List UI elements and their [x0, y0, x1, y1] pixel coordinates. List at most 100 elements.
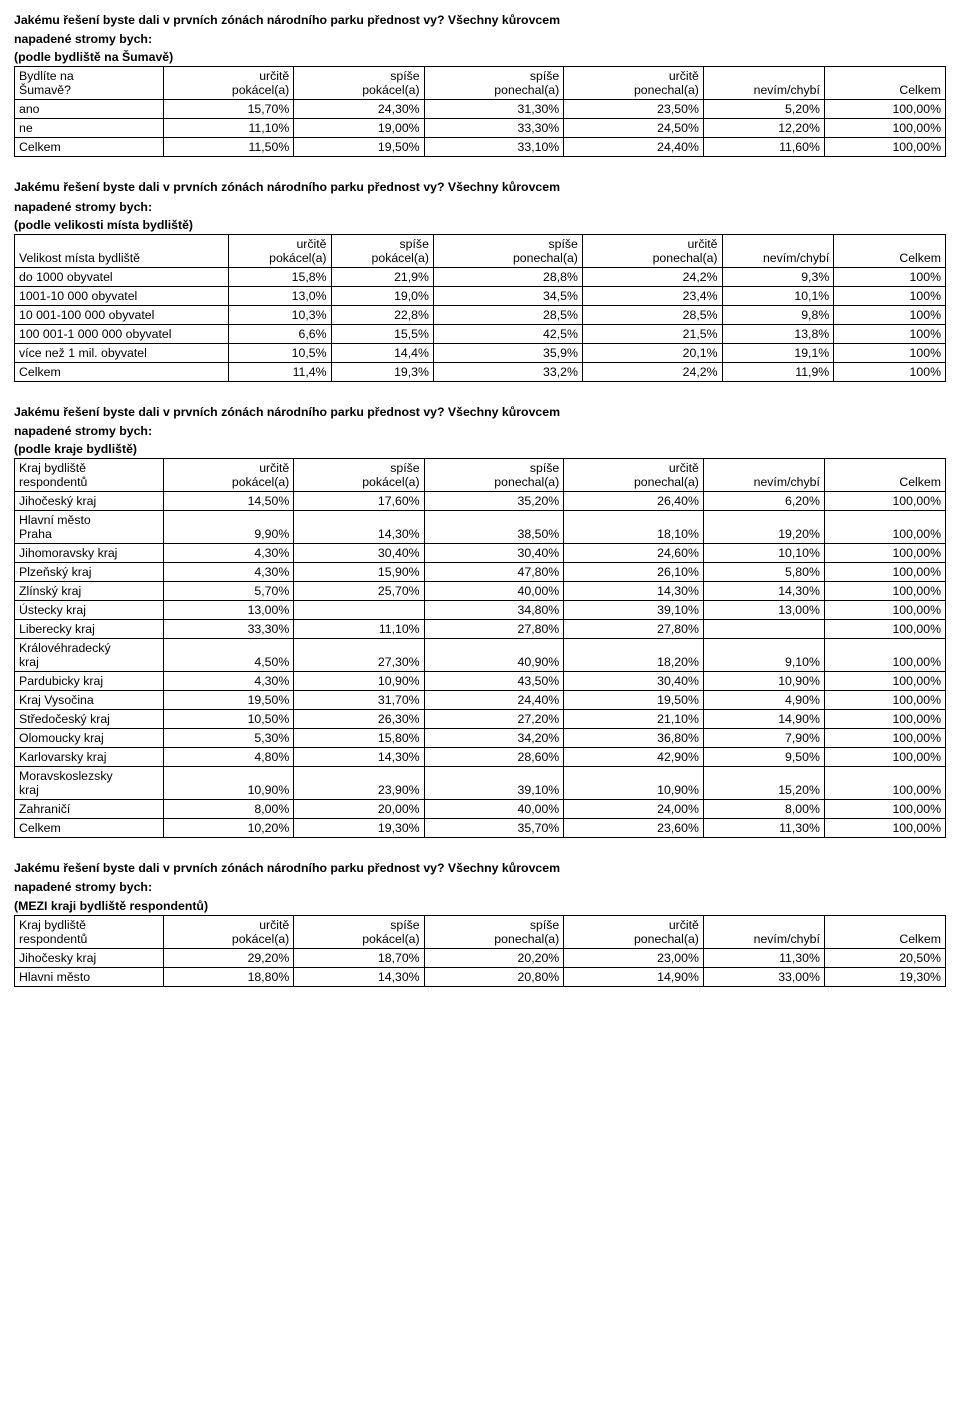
col-head: spíšepokácel(a)	[294, 459, 424, 492]
cell: 100%	[834, 286, 946, 305]
col-head: určitěpokácel(a)	[163, 915, 293, 948]
cell: 19,30%	[824, 967, 945, 986]
cell: 35,9%	[433, 343, 582, 362]
cell: 28,8%	[433, 267, 582, 286]
table-row: Celkem10,20%19,30%35,70%23,60%11,30%100,…	[15, 819, 946, 838]
row-label: Hlavní městoPraha	[15, 511, 164, 544]
cell: 19,50%	[564, 691, 704, 710]
cell: 11,30%	[703, 948, 824, 967]
table-row: Celkem11,4%19,3%33,2%24,2%11,9%100%	[15, 362, 946, 381]
cell: 13,00%	[163, 601, 293, 620]
table-velikost: Velikost místa bydliště určitěpokácel(a)…	[14, 234, 946, 382]
cell: 4,80%	[163, 748, 293, 767]
cell: 29,20%	[163, 948, 293, 967]
cell: 21,10%	[564, 710, 704, 729]
cell: 10,5%	[229, 343, 331, 362]
row-label: Jihočesky kraj	[15, 948, 164, 967]
cell: 36,80%	[564, 729, 704, 748]
cell: 33,00%	[703, 967, 824, 986]
col-head: nevím/chybí	[703, 915, 824, 948]
cell: 35,20%	[424, 492, 564, 511]
row-label: více než 1 mil. obyvatel	[15, 343, 229, 362]
cell: 100,00%	[824, 119, 945, 138]
row-label: ano	[15, 100, 164, 119]
row-label: Celkem	[15, 819, 164, 838]
table-row: Plzeňský kraj4,30%15,90%47,80%26,10%5,80…	[15, 563, 946, 582]
cell: 10,90%	[163, 767, 293, 800]
cell: 11,10%	[294, 620, 424, 639]
cell: 17,60%	[294, 492, 424, 511]
cell: 100,00%	[824, 100, 945, 119]
cell: 13,8%	[722, 324, 834, 343]
table-row: Středočeský kraj10,50%26,30%27,20%21,10%…	[15, 710, 946, 729]
cell: 100,00%	[824, 620, 945, 639]
cell: 21,9%	[331, 267, 433, 286]
cell: 6,20%	[703, 492, 824, 511]
cell: 8,00%	[703, 800, 824, 819]
col-head: Celkem	[824, 915, 945, 948]
subtitle-3: (podle kraje bydliště)	[14, 442, 946, 456]
cell: 100,00%	[824, 729, 945, 748]
col-head: nevím/chybí	[703, 67, 824, 100]
table-row: ano15,70%24,30%31,30%23,50%5,20%100,00%	[15, 100, 946, 119]
cell: 14,4%	[331, 343, 433, 362]
question-title-1b: napadené stromy bych:	[14, 31, 946, 48]
cell: 15,80%	[294, 729, 424, 748]
cell: 14,30%	[564, 582, 704, 601]
row-label: Pardubicky kraj	[15, 672, 164, 691]
table-row: Zlínský kraj5,70%25,70%40,00%14,30%14,30…	[15, 582, 946, 601]
cell: 34,80%	[424, 601, 564, 620]
table-sumava: Bydlíte naŠumavě? určitěpokácel(a) spíše…	[14, 66, 946, 157]
cell: 15,8%	[229, 267, 331, 286]
cell: 22,8%	[331, 305, 433, 324]
cell: 31,30%	[424, 100, 564, 119]
cell: 4,30%	[163, 563, 293, 582]
cell: 100,00%	[824, 748, 945, 767]
cell: 6,6%	[229, 324, 331, 343]
row-label: Karlovarsky kraj	[15, 748, 164, 767]
cell: 4,50%	[163, 639, 293, 672]
col-head: určitěponechal(a)	[564, 459, 704, 492]
col-head: spíšepokácel(a)	[294, 67, 424, 100]
cell: 14,30%	[703, 582, 824, 601]
subtitle-4: (MEZI kraji bydliště respondentů)	[14, 899, 946, 913]
col-head: určitěponechal(a)	[582, 234, 722, 267]
row-label: Plzeňský kraj	[15, 563, 164, 582]
cell: 27,20%	[424, 710, 564, 729]
row-label: Hlavni město	[15, 967, 164, 986]
cell: 4,90%	[703, 691, 824, 710]
question-title-3: Jakému řešení byste dali v prvních zónác…	[14, 404, 946, 421]
row-label: Středočeský kraj	[15, 710, 164, 729]
cell: 100,00%	[824, 767, 945, 800]
question-title-2: Jakému řešení byste dali v prvních zónác…	[14, 179, 946, 196]
row-label: Jihomoravsky kraj	[15, 544, 164, 563]
cell: 13,00%	[703, 601, 824, 620]
cell: 23,90%	[294, 767, 424, 800]
cell: 9,90%	[163, 511, 293, 544]
table-row: více než 1 mil. obyvatel10,5%14,4%35,9%2…	[15, 343, 946, 362]
row-label: Kraj Vysočina	[15, 691, 164, 710]
row-label: Jihočeský kraj	[15, 492, 164, 511]
subtitle-2: (podle velikosti místa bydliště)	[14, 218, 946, 232]
cell: 14,30%	[294, 748, 424, 767]
cell: 14,30%	[294, 967, 424, 986]
table-row: Moravskoslezskykraj10,90%23,90%39,10%10,…	[15, 767, 946, 800]
cell: 20,00%	[294, 800, 424, 819]
cell: 9,10%	[703, 639, 824, 672]
cell: 11,50%	[163, 138, 293, 157]
table-row: Pardubicky kraj4,30%10,90%43,50%30,40%10…	[15, 672, 946, 691]
table-row: Zahraničí8,00%20,00%40,00%24,00%8,00%100…	[15, 800, 946, 819]
cell: 12,20%	[703, 119, 824, 138]
cell: 28,5%	[582, 305, 722, 324]
cell: 30,40%	[564, 672, 704, 691]
question-title-2b: napadené stromy bych:	[14, 199, 946, 216]
table-row: Liberecky kraj33,30%11,10%27,80%27,80%10…	[15, 620, 946, 639]
row-label: ne	[15, 119, 164, 138]
cell: 24,50%	[564, 119, 704, 138]
cell: 14,90%	[564, 967, 704, 986]
cell: 100,00%	[824, 138, 945, 157]
table-kraj: Kraj bydlištěrespondentů určitěpokácel(a…	[14, 458, 946, 838]
cell: 19,50%	[163, 691, 293, 710]
cell: 20,50%	[824, 948, 945, 967]
col-head-rowlabel: Kraj bydlištěrespondentů	[15, 915, 164, 948]
